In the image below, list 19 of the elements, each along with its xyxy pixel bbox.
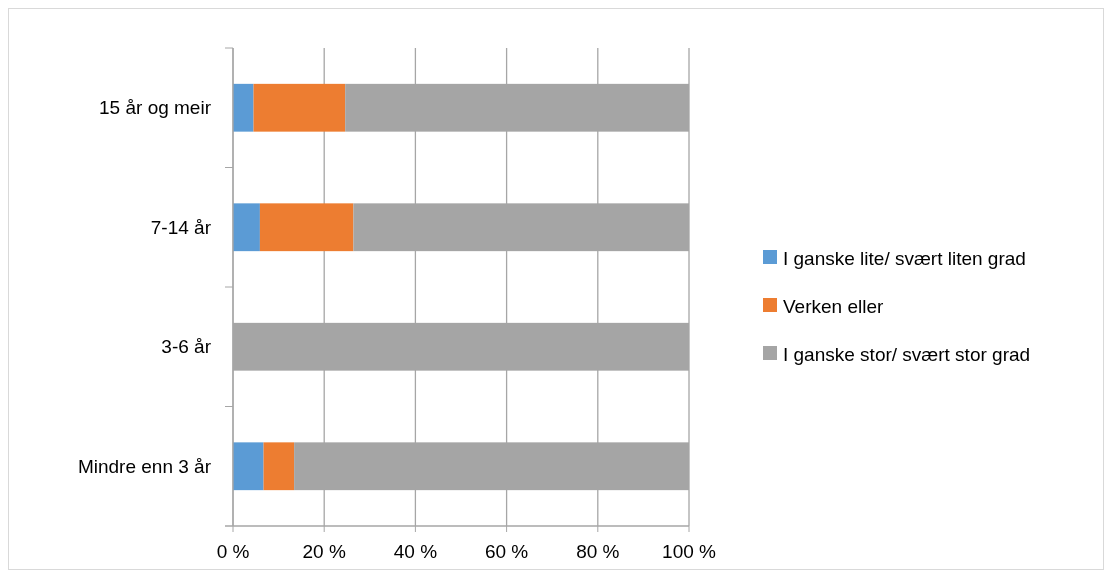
y-tick-label: 7-14 år [150,216,212,238]
legend-label: I ganske stor/ svært stor grad [783,343,1031,365]
x-tick-label: 60 % [484,541,529,562]
x-tick-label: 100 % [662,541,717,562]
x-tick-label: 80 % [576,541,620,562]
x-tick-label: 20 % [302,541,346,562]
bar [259,203,354,252]
legend-label: I ganske lite/ svært liten grad [783,247,1026,269]
y-tick-label: 15 år og meir [99,97,212,119]
bar [233,442,264,491]
legend-label: Verken eller [783,295,885,317]
x-tick-label: 0 % [216,541,250,562]
bar [233,83,254,132]
bar [233,203,260,252]
y-tick-label: 3-6 år [161,336,212,358]
bar [263,442,295,491]
y-tick-label: Mindre enn 3 år [77,455,212,477]
bar [253,83,346,132]
x-tick-label: 40 % [393,541,438,562]
